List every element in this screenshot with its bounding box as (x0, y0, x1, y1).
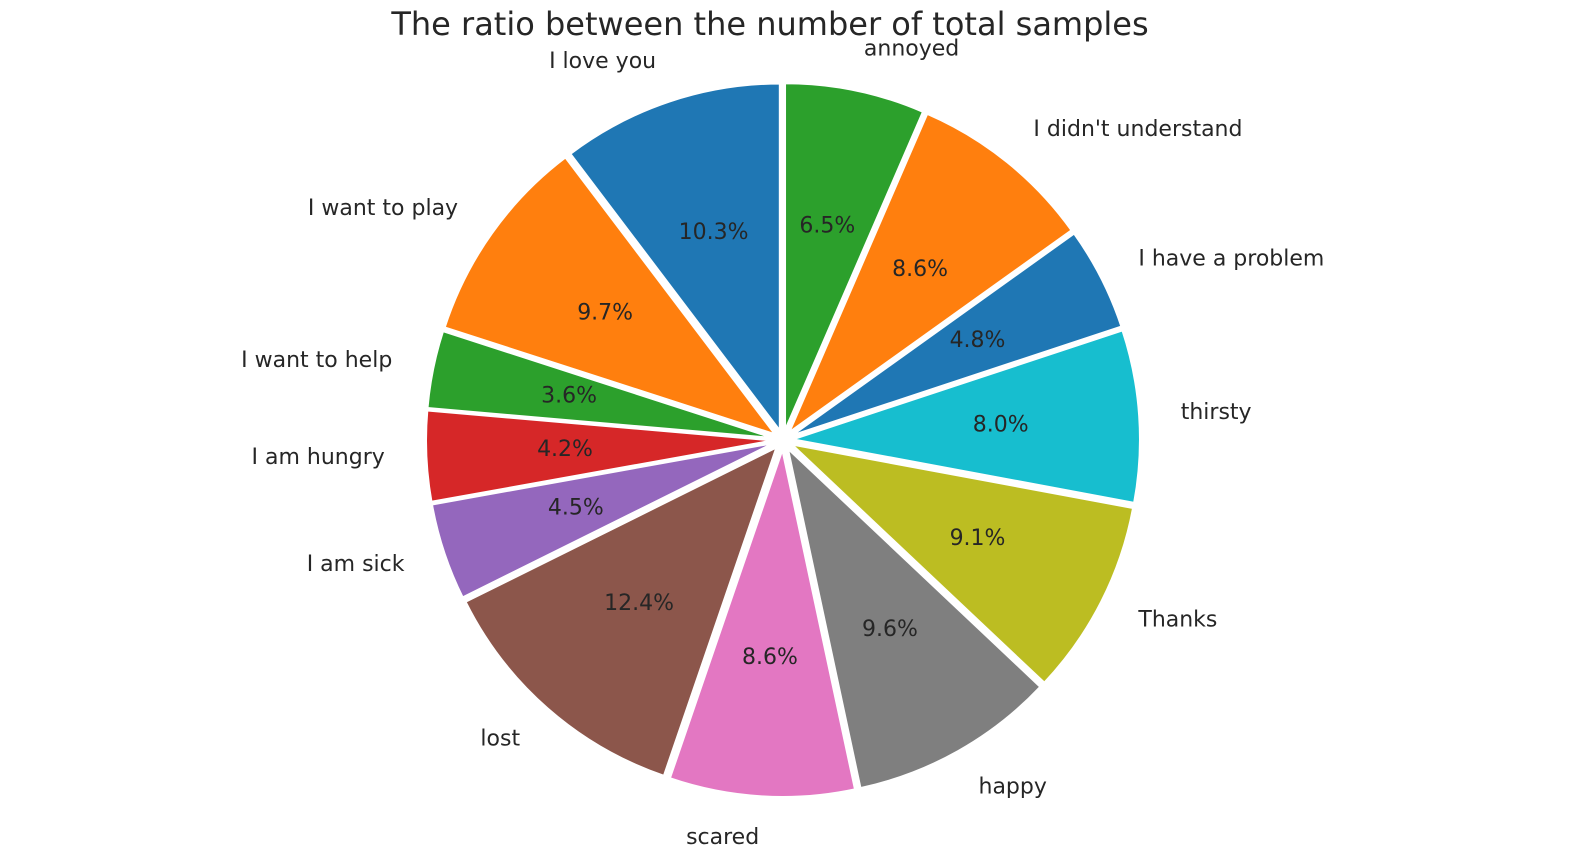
category-label-i-am-sick: I am sick (307, 552, 405, 577)
pct-label-happy: 9.6% (862, 617, 918, 642)
slices-layer (425, 82, 1141, 798)
pie-slice-i-am-hungry (425, 409, 774, 503)
pct-label-i-am-hungry: 4.2% (537, 437, 593, 462)
pct-label-thanks: 9.1% (950, 526, 1006, 551)
category-label-thanks: Thanks (1137, 608, 1217, 633)
category-label-annoyed: annoyed (864, 37, 959, 62)
chart-title: The ratio between the number of total sa… (390, 5, 1148, 43)
pct-label-i-want-to-help: 3.6% (541, 384, 597, 409)
pie-slice-lost (464, 445, 779, 778)
category-label-scared: scared (686, 825, 759, 845)
pie-slice-annoyed (784, 82, 925, 431)
category-label-happy: happy (979, 774, 1047, 799)
pie-slice-thirsty (792, 329, 1141, 504)
pie-slice-happy (786, 445, 1042, 790)
pct-label-thirsty: 8.0% (973, 412, 1029, 437)
category-labels: I love you I want to play I want to help I … (241, 37, 1324, 845)
pie-slice-i-want-to-play (443, 156, 778, 437)
pct-label-lost: 12.4% (604, 591, 674, 616)
pct-label-scared: 8.6% (742, 645, 798, 670)
pct-label-i-have-a-problem: 4.8% (950, 328, 1006, 353)
pie-slice-scared (668, 446, 857, 798)
category-label-i-want-to-play: I want to play (308, 196, 458, 221)
pie-slice-i-have-a-problem (791, 232, 1123, 437)
pie-slice-i-love-you (569, 82, 781, 434)
pct-label-i-am-sick: 4.5% (548, 495, 604, 520)
pie-slice-thanks (788, 442, 1135, 685)
pie-slice-i-didn-t-understand (786, 112, 1073, 436)
pct-label-i-didn-t-understand: 8.6% (892, 257, 948, 282)
category-label-i-love-you: I love you (549, 49, 656, 74)
pct-label-i-love-you: 10.3% (679, 220, 749, 245)
pct-label-annoyed: 6.5% (799, 213, 855, 238)
pie-slice-i-want-to-help (426, 329, 774, 440)
category-label-i-didn-t-understand: I didn't understand (1033, 117, 1242, 142)
category-label-i-have-a-problem: I have a problem (1138, 246, 1324, 271)
pct-label-i-want-to-play: 9.7% (577, 301, 633, 326)
category-label-lost: lost (480, 727, 520, 752)
category-label-i-want-to-help: I want to help (241, 348, 392, 373)
percentage-labels: 10.3% 9.7% 3.6% 4.2% 4.5% 12.4% 8.6% 9.6% 9.1% 8.… (537, 213, 1029, 669)
pie-slice-i-am-sick (430, 442, 774, 599)
category-label-i-am-hungry: I am hungry (252, 445, 385, 470)
category-label-thirsty: thirsty (1181, 400, 1252, 425)
